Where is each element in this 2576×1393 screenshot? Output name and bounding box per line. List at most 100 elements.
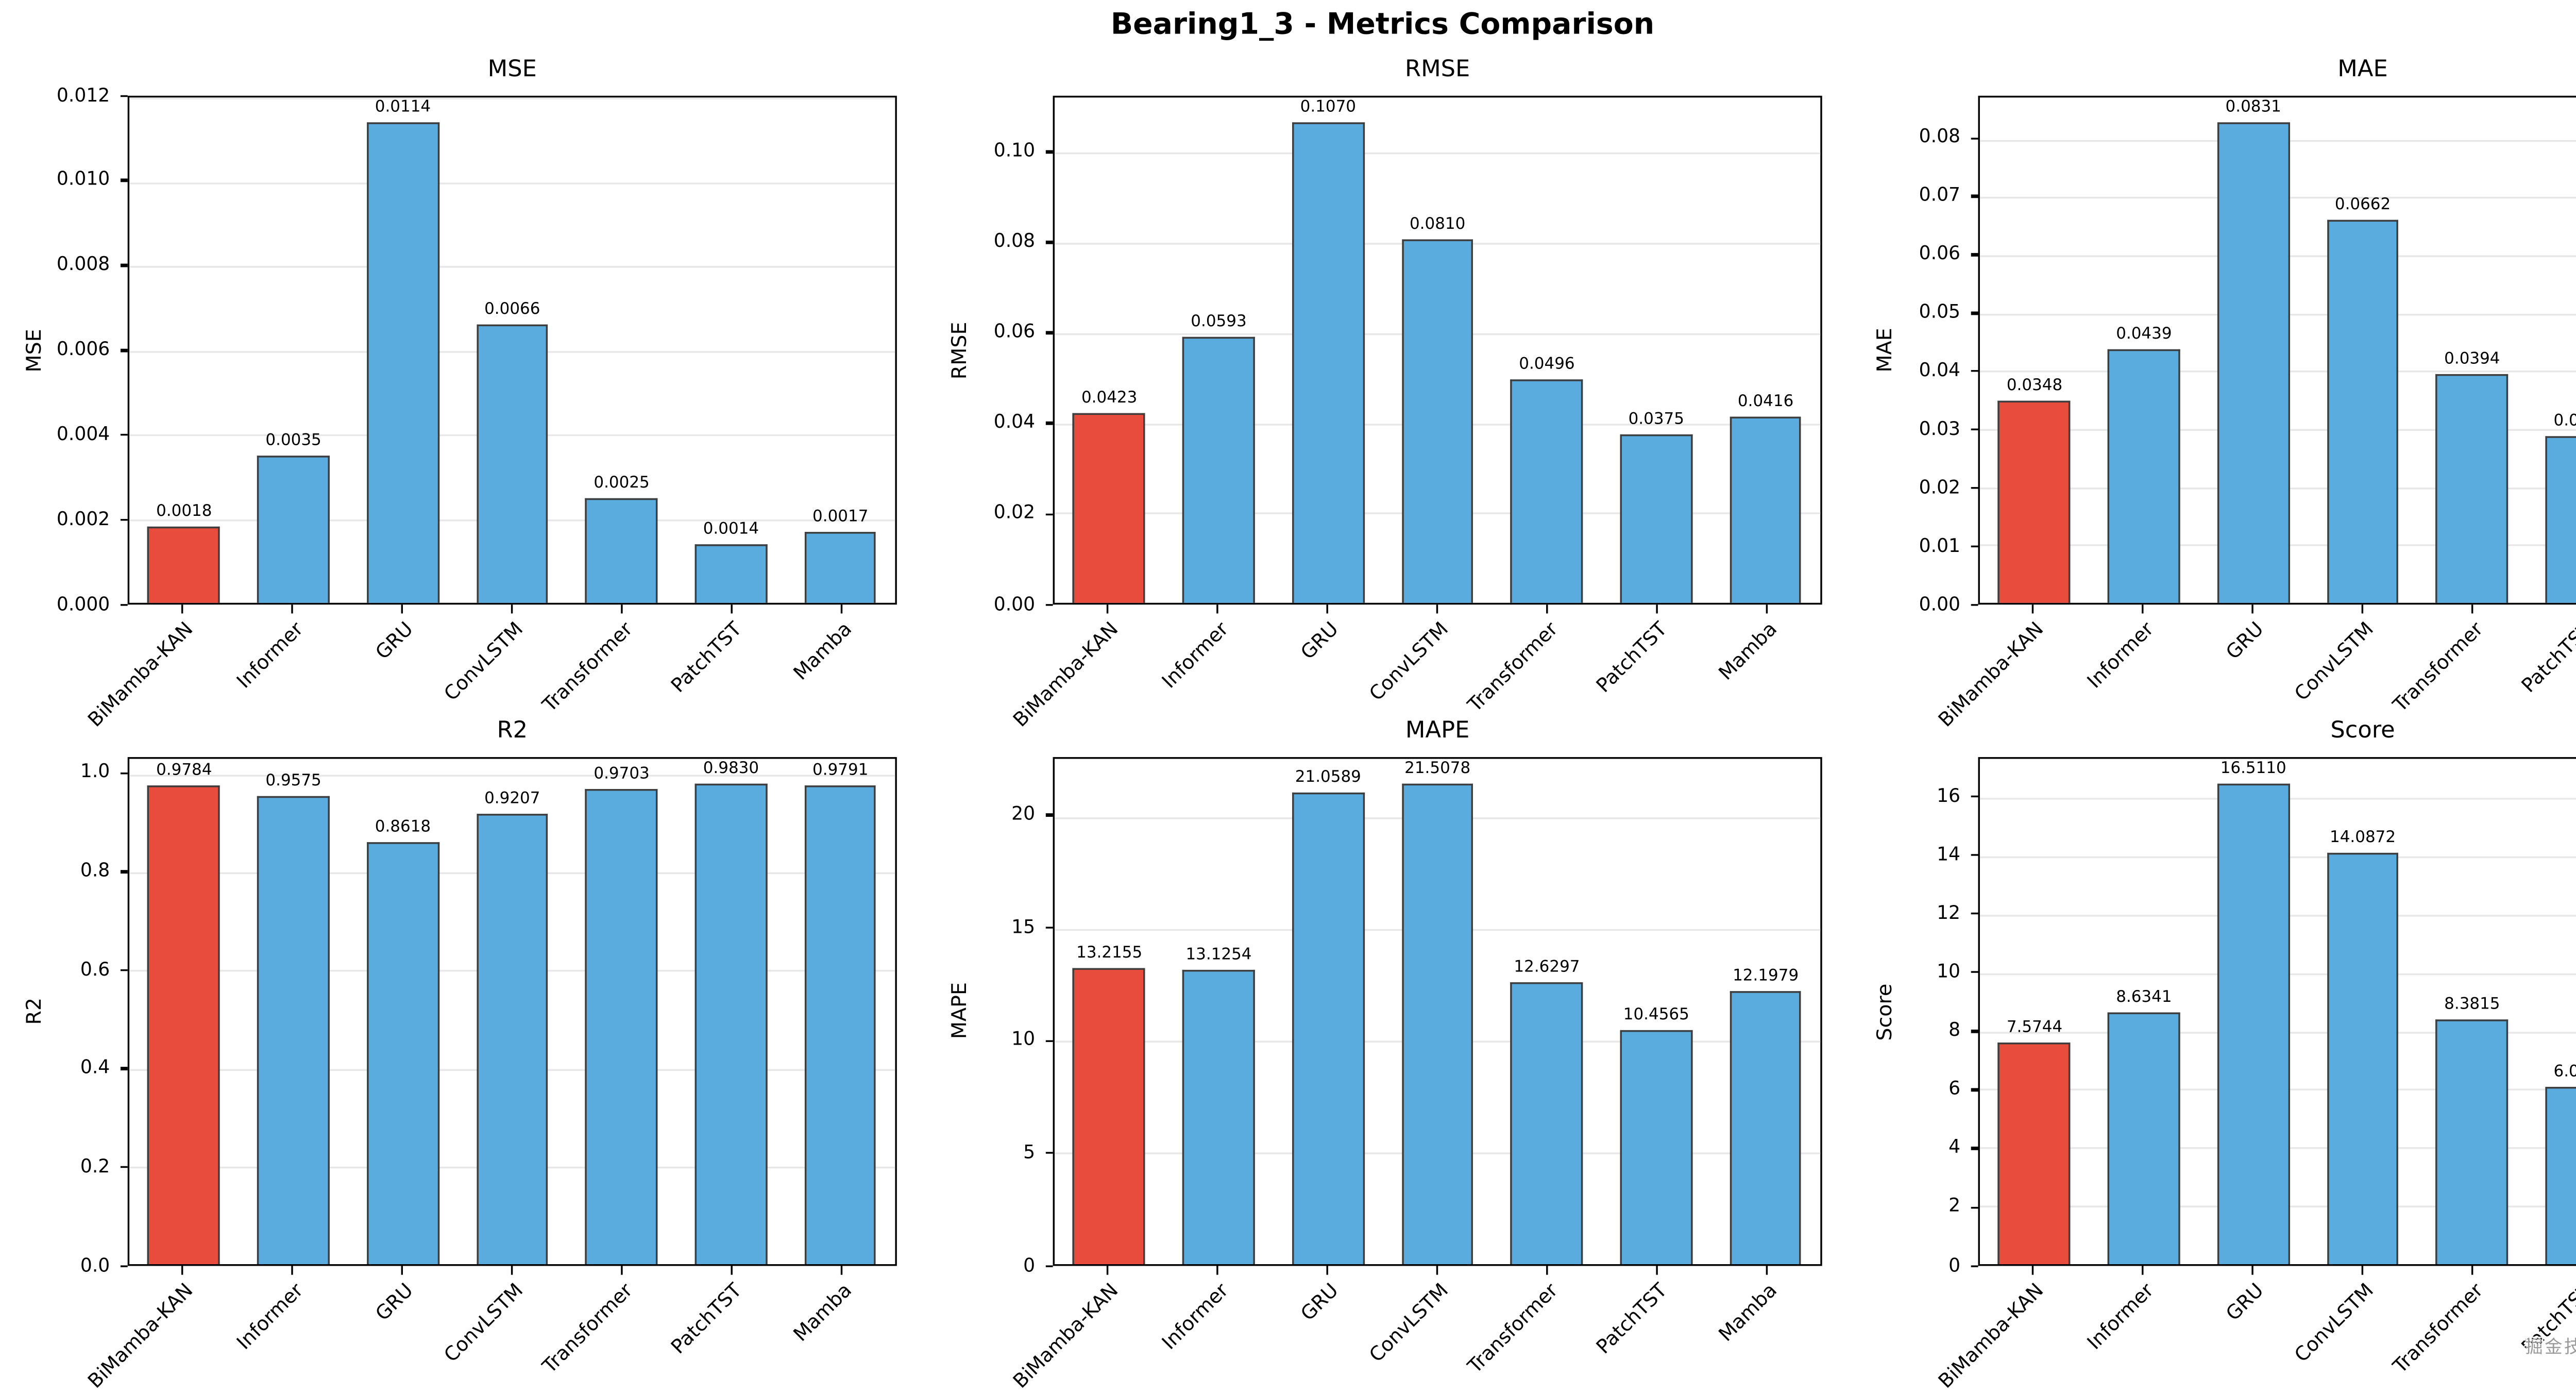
- bar-transformer: [585, 789, 658, 1265]
- y-tick-label: 0.004: [56, 424, 110, 445]
- x-tick-mark: [2251, 1266, 2255, 1274]
- bar-value-label: 14.0872: [2330, 830, 2396, 848]
- x-tick-label: ConvLSTM: [2290, 617, 2378, 706]
- watermark: 掘金技术社区 @ 淘个代码: [2525, 1338, 2576, 1358]
- y-tick-mark: [1971, 253, 1978, 256]
- y-axis-label: Score: [1872, 983, 1897, 1040]
- x-axis: BiMamba-KAN Informer GRU ConvLSTM Transforme…: [1009, 605, 1822, 732]
- y-axis-label: MSE: [21, 328, 46, 372]
- bar-transformer: [1511, 380, 1583, 603]
- x-tick-mark: [181, 605, 184, 613]
- bar-value-label: 21.5078: [1404, 760, 1471, 778]
- y-tick-label: 4: [1948, 1137, 1961, 1159]
- y-tick-mark: [1045, 814, 1053, 817]
- bar-value-label: 0.0496: [1519, 357, 1575, 375]
- y-axis: MAPE 0 5 10 15 20: [943, 757, 1053, 1274]
- y-tick-mark: [1971, 1088, 1978, 1092]
- figure-title: Bearing1_3 - Metrics Comparison: [1110, 7, 1655, 41]
- bar-value-label: 21.0589: [1295, 769, 1361, 788]
- x-tick-label: Transformer: [2388, 617, 2488, 717]
- y-tick-label: 12: [1937, 902, 1961, 924]
- y-axis: RMSE 0.00 0.02 0.04 0.06 0.08 0.10: [943, 96, 1053, 613]
- bar-value-label: 0.0114: [375, 99, 431, 118]
- y-tick-mark: [1971, 1265, 1978, 1267]
- gridline: [129, 181, 895, 184]
- y-tick-mark: [1045, 150, 1053, 154]
- y-tick-label: 10: [1937, 961, 1961, 983]
- y-tick-mark: [120, 1067, 128, 1070]
- bar-bimamba-kan: [1073, 412, 1146, 603]
- y-tick-mark: [1971, 312, 1978, 314]
- y-tick-label: 10: [1011, 1029, 1036, 1051]
- bar-convlstm: [476, 813, 549, 1265]
- y-tick-label: 20: [1011, 804, 1036, 826]
- y-tick-mark: [120, 433, 128, 437]
- x-tick-label: PatchTST: [667, 1279, 748, 1359]
- x-tick-label: ConvLSTM: [2290, 1279, 2378, 1367]
- y-axis-label: MAE: [1872, 328, 1897, 373]
- y-tick-label: 0.08: [1919, 127, 1961, 148]
- y-tick-mark: [1971, 795, 1978, 798]
- y-tick-label: 0.00: [993, 593, 1036, 615]
- bar-value-label: 0.0662: [2334, 196, 2391, 214]
- y-axis-label: MAPE: [946, 983, 972, 1040]
- x-tick-label: Transformer: [1463, 617, 1563, 717]
- x-tick-mark: [1326, 605, 1329, 613]
- bar-value-label: 0.1070: [1300, 98, 1357, 117]
- bar-gru: [366, 842, 439, 1265]
- y-tick-label: 0.05: [1919, 301, 1961, 324]
- bar-value-label: 0.0593: [1191, 313, 1247, 331]
- bar-value-label: 13.2155: [1076, 945, 1143, 963]
- bar-value-label: 8.6341: [2116, 989, 2172, 1008]
- bar-bimamba-kan: [1073, 968, 1146, 1265]
- y-tick-mark: [1971, 137, 1978, 140]
- x-tick-mark: [1766, 1266, 1769, 1274]
- y-tick-mark: [1971, 486, 1978, 490]
- x-tick-label: Transformer: [2388, 1279, 2488, 1378]
- x-tick-mark: [1216, 1266, 1219, 1274]
- bar-value-label: 8.3815: [2444, 997, 2500, 1015]
- x-axis: BiMamba-KAN Informer GRU ConvLSTM Transforme…: [83, 1266, 897, 1393]
- y-tick-mark: [1045, 241, 1053, 244]
- y-tick-label: 0.06: [1919, 243, 1961, 265]
- y-tick-label: 0.0: [80, 1254, 110, 1277]
- x-tick-mark: [2251, 605, 2255, 613]
- y-tick-label: 14: [1937, 844, 1961, 865]
- y-tick-mark: [120, 1265, 128, 1267]
- y-tick-mark: [1971, 1147, 1978, 1150]
- bar-mamba: [1730, 991, 1802, 1265]
- bar-value-label: 0.0375: [1628, 411, 1684, 429]
- x-tick-label: PatchTST: [667, 617, 748, 698]
- y-tick-mark: [120, 1166, 128, 1169]
- bar-bimamba-kan: [148, 785, 221, 1265]
- bar-gru: [1292, 793, 1364, 1265]
- bar-value-label: 0.0066: [484, 301, 540, 320]
- y-tick-mark: [1971, 1206, 1978, 1209]
- x-tick-label: Transformer: [538, 1279, 637, 1378]
- y-tick-mark: [120, 603, 128, 606]
- x-tick-label: Informer: [2082, 617, 2158, 693]
- bar-informer: [1182, 336, 1255, 603]
- y-tick-mark: [1045, 603, 1053, 606]
- subplot-title: MAE: [2337, 57, 2388, 83]
- x-axis: BiMamba-KAN Informer GRU ConvLSTM Transforme…: [1009, 1266, 1822, 1393]
- bar-bimamba-kan: [1998, 401, 2071, 603]
- y-tick-label: 8: [1948, 1020, 1961, 1042]
- subplot-mae: MAE MAE 0.00 0.01 0.02 0.03 0.04 0.05 0.06 0.07 0.…: [1868, 53, 2576, 732]
- x-tick-mark: [511, 1266, 514, 1274]
- bar-value-label: 7.5744: [2006, 1020, 2063, 1038]
- y-tick-label: 0.00: [1919, 593, 1961, 615]
- y-tick-mark: [120, 518, 128, 522]
- plot-area: 0.9784 0.9575 0.8618 0.9207 0.9703 0.9830 0.97…: [127, 757, 897, 1266]
- x-tick-label: PatchTST: [1592, 617, 1672, 698]
- x-tick-mark: [401, 1266, 404, 1274]
- x-tick-mark: [511, 605, 514, 613]
- y-tick-label: 0.03: [1919, 418, 1961, 440]
- bar-value-label: 0.0025: [594, 474, 650, 493]
- y-tick-label: 0: [1023, 1254, 1036, 1277]
- bar-transformer: [2436, 375, 2509, 603]
- x-tick-mark: [621, 605, 623, 613]
- x-tick-label: ConvLSTM: [439, 1279, 528, 1367]
- bar-value-label: 0.0014: [703, 521, 759, 539]
